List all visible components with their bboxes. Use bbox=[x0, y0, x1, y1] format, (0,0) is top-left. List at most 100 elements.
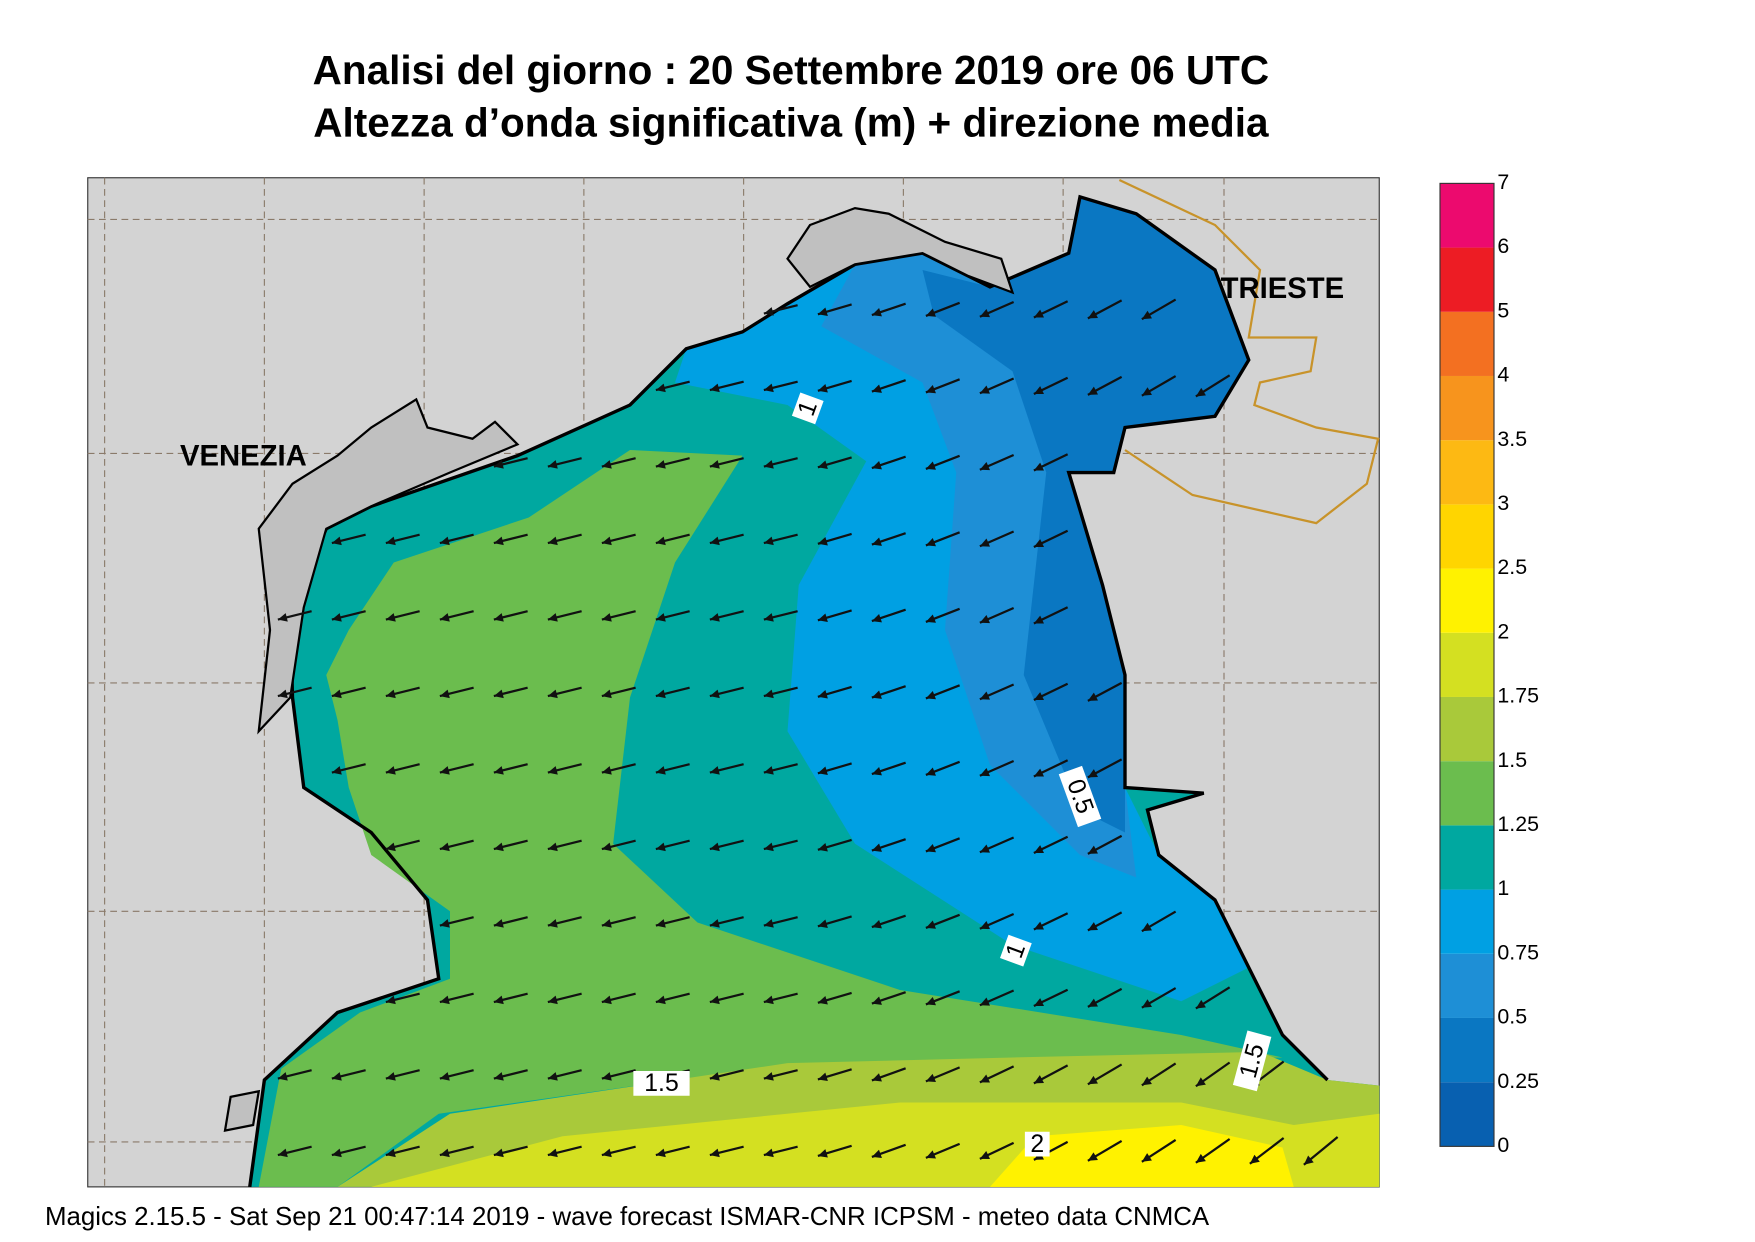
arrow-head bbox=[439, 995, 450, 1005]
colorbar-bin bbox=[1440, 696, 1494, 762]
arrow-head bbox=[655, 766, 666, 775]
arrow-head bbox=[439, 1072, 450, 1081]
direction-arrow bbox=[439, 992, 474, 1005]
colorbar-bin bbox=[1440, 568, 1494, 633]
arrow-head bbox=[493, 1148, 504, 1158]
arrow-head bbox=[925, 767, 936, 776]
arrow-head bbox=[1195, 1153, 1206, 1163]
arrow-head bbox=[925, 538, 936, 547]
direction-arrow bbox=[439, 686, 474, 699]
arrow-head bbox=[439, 919, 450, 928]
direction-arrow bbox=[439, 610, 474, 622]
direction-arrow bbox=[979, 683, 1015, 701]
direction-arrow bbox=[1141, 375, 1177, 397]
direction-arrow bbox=[493, 533, 528, 546]
title: Analisi del giorno : 20 Settembre 2019 o… bbox=[313, 47, 1270, 93]
arrow-head bbox=[1033, 998, 1044, 1007]
arrow-head bbox=[763, 383, 774, 393]
direction-arrow bbox=[655, 610, 690, 622]
direction-arrow bbox=[871, 1143, 907, 1158]
arrow-head bbox=[763, 613, 774, 622]
arrow-head bbox=[547, 1072, 558, 1081]
arrow-head bbox=[871, 1073, 882, 1082]
wave-region bbox=[922, 196, 1249, 833]
direction-arrow bbox=[1033, 682, 1069, 702]
arrow-head bbox=[1087, 998, 1098, 1007]
arrow-head bbox=[871, 537, 882, 546]
direction-arrow bbox=[709, 610, 744, 622]
direction-arrow bbox=[709, 916, 744, 928]
arrow-head bbox=[1033, 539, 1044, 548]
footer: Magics 2.15.5 - Sat Sep 21 00:47:14 2019… bbox=[45, 1203, 1210, 1231]
direction-arrow bbox=[925, 1066, 961, 1083]
colorbar-bin bbox=[1440, 247, 1494, 312]
direction-arrow bbox=[871, 838, 906, 852]
label-box bbox=[1232, 1030, 1272, 1092]
colorbar-bin bbox=[1440, 761, 1494, 826]
direction-arrow bbox=[1141, 298, 1177, 321]
direction-arrow bbox=[817, 532, 852, 546]
direction-arrow bbox=[1141, 987, 1177, 1009]
arrow-head bbox=[385, 1072, 396, 1081]
colorbar-label: 4 bbox=[1497, 363, 1509, 387]
arrow-head bbox=[547, 1148, 558, 1158]
direction-arrow bbox=[925, 990, 961, 1006]
arrow-head bbox=[817, 843, 828, 852]
arrow-head bbox=[493, 613, 504, 622]
direction-arrow bbox=[1087, 834, 1123, 855]
direction-arrow bbox=[817, 991, 852, 1005]
direction-arrow bbox=[763, 610, 798, 622]
direction-arrow bbox=[1033, 1064, 1069, 1085]
arrow-head bbox=[709, 689, 720, 699]
direction-arrow bbox=[1195, 986, 1231, 1010]
arrow-head bbox=[1087, 1152, 1098, 1161]
arrow-head bbox=[547, 919, 558, 928]
arrow-head bbox=[871, 384, 882, 393]
direction-arrow bbox=[493, 1145, 528, 1158]
arrow-head bbox=[547, 613, 558, 622]
arrow-head bbox=[493, 842, 504, 852]
arrow-head bbox=[601, 689, 612, 699]
arrow-head bbox=[493, 919, 504, 928]
arrow-head bbox=[655, 536, 666, 546]
arrow-head bbox=[439, 1148, 450, 1158]
arrow-head bbox=[709, 995, 720, 1005]
arrow-head bbox=[817, 307, 828, 316]
direction-arrow bbox=[925, 378, 961, 394]
direction-arrow bbox=[817, 379, 852, 393]
direction-arrow bbox=[601, 1069, 636, 1081]
direction-arrow bbox=[331, 533, 366, 546]
direction-arrow bbox=[817, 1144, 852, 1158]
map: 10.511.51.52 VENEZIA TRIESTE bbox=[87, 177, 1380, 1188]
arrow-head bbox=[763, 995, 774, 1005]
arrow-head bbox=[601, 536, 612, 546]
direction-arrow bbox=[655, 1145, 690, 1158]
arrow-head bbox=[601, 1148, 612, 1158]
direction-arrow bbox=[1033, 912, 1069, 931]
arrow-head bbox=[1195, 387, 1206, 397]
direction-arrow bbox=[763, 1145, 798, 1158]
direction-arrow bbox=[817, 456, 852, 469]
direction-arrow bbox=[655, 839, 690, 852]
arrow-head bbox=[763, 460, 774, 469]
arrow-head bbox=[1141, 999, 1152, 1008]
colorbar-bin bbox=[1440, 825, 1494, 890]
direction-arrow bbox=[1303, 1136, 1339, 1166]
direction-arrow bbox=[1087, 681, 1123, 702]
direction-arrow bbox=[439, 1069, 474, 1081]
arrow-head bbox=[979, 615, 990, 624]
arrow-head bbox=[493, 766, 504, 775]
wave-directions bbox=[277, 298, 1339, 1166]
direction-arrow bbox=[763, 686, 798, 699]
contour-label: 2 bbox=[1024, 1131, 1050, 1158]
arrow-head bbox=[655, 460, 666, 469]
direction-arrow bbox=[925, 913, 961, 929]
direction-arrow bbox=[709, 533, 744, 546]
direction-arrow bbox=[871, 379, 906, 393]
arrow-head bbox=[763, 919, 774, 928]
city-label: VENEZIA bbox=[180, 441, 307, 473]
wave-field bbox=[248, 194, 1380, 1188]
arrow-head bbox=[493, 536, 504, 546]
direction-arrow bbox=[1033, 606, 1069, 625]
arrow-head bbox=[925, 308, 936, 317]
